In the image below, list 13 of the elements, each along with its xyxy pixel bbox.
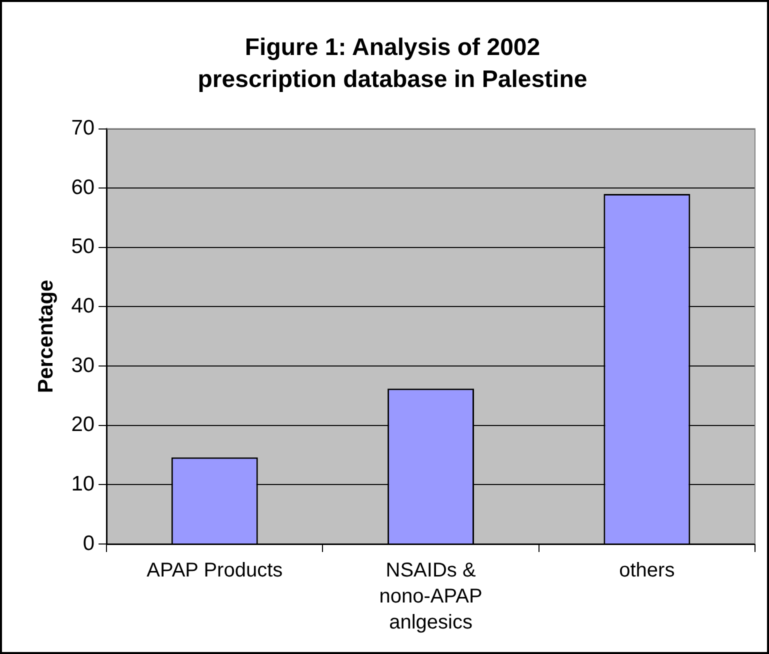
y-tick-label: 70	[71, 116, 95, 140]
y-tick-label: 20	[71, 413, 95, 436]
y-tick-label: 10	[71, 472, 95, 496]
x-tick-label: APAP Products	[146, 560, 283, 582]
y-tick-label: 60	[71, 176, 95, 199]
y-tick-label: 0	[82, 532, 95, 555]
y-axis-title: Percentage	[34, 280, 58, 394]
chart-title: Figure 1: Analysis of 2002 prescription database in Palestine	[198, 34, 588, 94]
y-tick-label: 30	[71, 354, 95, 377]
x-tick-label: others	[619, 560, 675, 582]
y-tick-label: 50	[71, 235, 95, 258]
x-tick-label: NSAIDs & nono-APAP anlgesics	[379, 560, 482, 634]
y-tick-label: 40	[71, 294, 95, 318]
